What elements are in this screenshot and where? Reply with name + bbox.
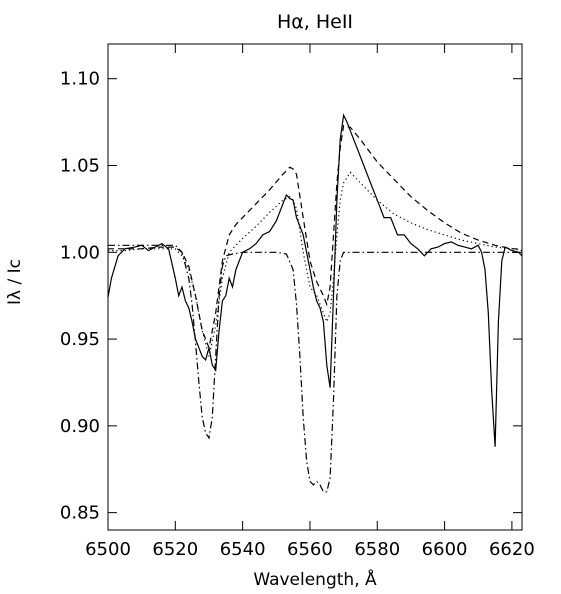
plot-frame bbox=[107, 43, 523, 531]
series-line-solid bbox=[107, 113, 523, 447]
y-tick-label: 1.00 bbox=[60, 242, 100, 263]
y-tick-label: 0.85 bbox=[60, 503, 100, 524]
axis-ticks: 6500 6520 6540 6560 6580 6600 6620 0.85 0.90 0.95… bbox=[60, 44, 535, 560]
x-tick-label: 6600 bbox=[422, 539, 468, 560]
chart-title: Hα, HeII bbox=[277, 11, 353, 33]
series-line-dashdot bbox=[108, 244, 522, 493]
y-tick-label: 1.05 bbox=[60, 156, 100, 177]
y-tick-label: 1.10 bbox=[60, 69, 100, 90]
y-axis-label: Iλ / Ic bbox=[5, 259, 25, 305]
series-line-dotted bbox=[108, 171, 523, 357]
x-tick-label: 6500 bbox=[85, 539, 131, 560]
series-line-dashed bbox=[108, 124, 522, 350]
x-tick-label: 6620 bbox=[489, 539, 535, 560]
y-tick-label: 0.90 bbox=[60, 416, 100, 437]
x-tick-label: 6540 bbox=[220, 539, 266, 560]
y-tick-label: 0.95 bbox=[60, 329, 100, 350]
x-axis-label: Wavelength, Å bbox=[253, 568, 377, 590]
series-group bbox=[107, 113, 523, 493]
x-tick-label: 6580 bbox=[354, 539, 400, 560]
x-tick-label: 6520 bbox=[152, 539, 198, 560]
x-tick-label: 6560 bbox=[287, 539, 333, 560]
